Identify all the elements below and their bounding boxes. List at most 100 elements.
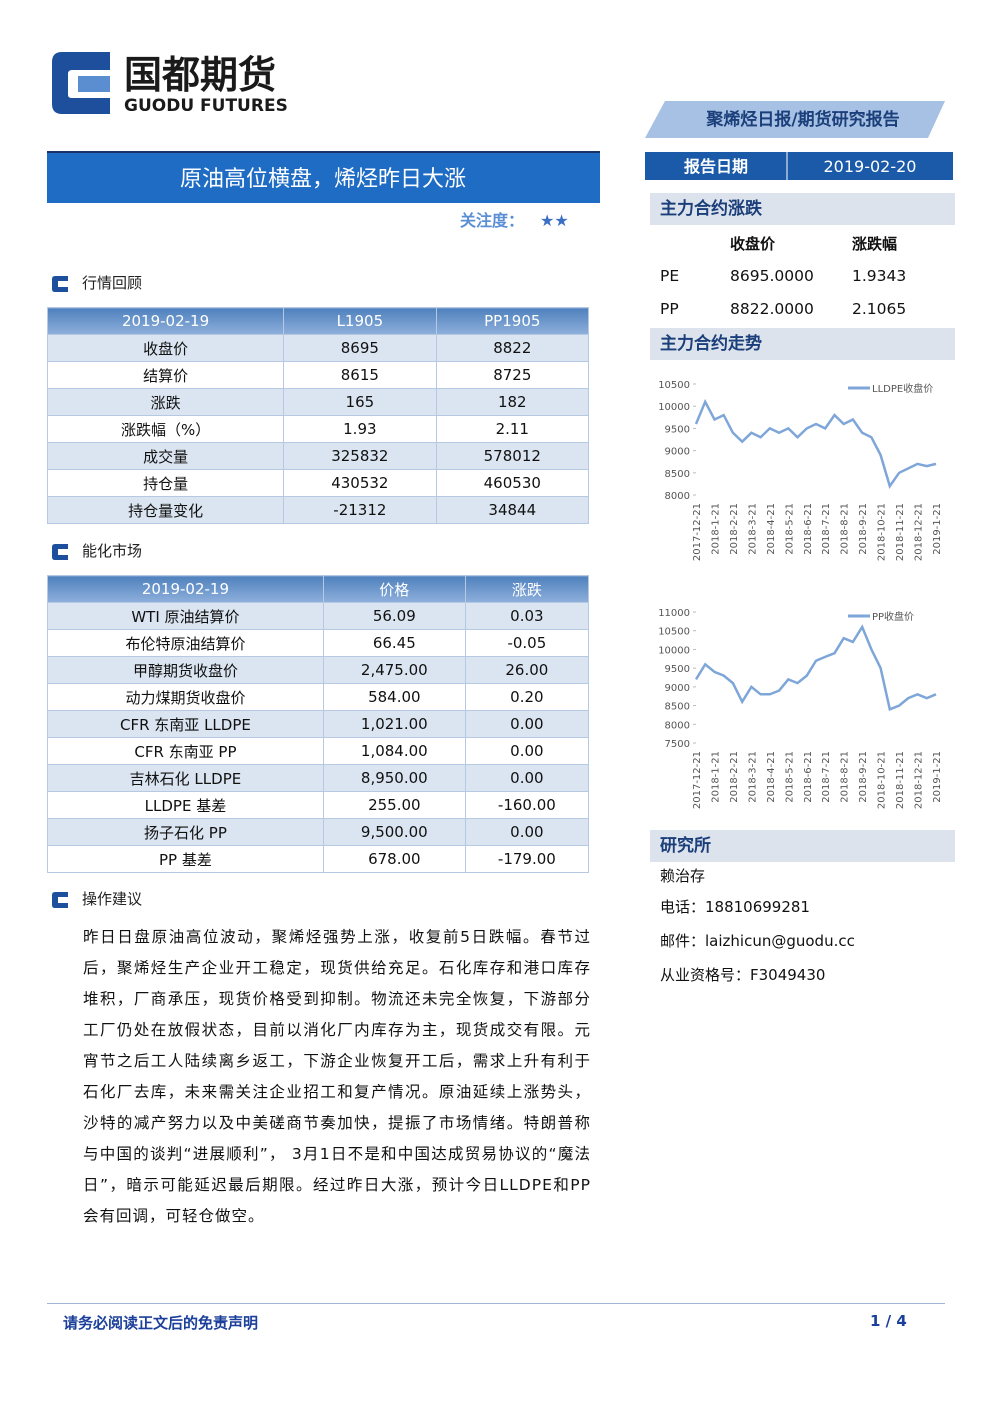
table-cell: 8,950.00: [322, 764, 466, 792]
table-cell: 9,500.00: [322, 818, 466, 846]
x-tick-label: 2018-6-21: [803, 503, 814, 555]
x-tick-label: 2019-1-21: [932, 503, 943, 555]
header-cell: 价格: [322, 575, 466, 603]
table-cell: 56.09: [322, 602, 466, 630]
y-tick-label: 11000: [658, 608, 690, 619]
chart: 7500 8000 8500 9000 9500 10000 10500 11000 2017-…: [658, 608, 943, 809]
table-row: 持仓量 430532 460530: [46, 469, 590, 497]
table-cell: PE: [660, 267, 680, 285]
y-tick-label: 9000: [665, 683, 690, 694]
x-tick-label: 2018-7-21: [821, 751, 832, 803]
x-tick-label: 2018-8-21: [840, 503, 851, 555]
y-tick-label: 10000: [658, 645, 690, 656]
table-cell: 8725: [435, 361, 590, 389]
table-cell: -179.00: [464, 845, 590, 873]
x-tick-label: 2017-12-21: [692, 751, 703, 809]
table-cell: 460530: [435, 469, 590, 497]
x-tick-label: 2018-10-21: [877, 751, 888, 809]
section-band: 研究所: [650, 830, 955, 862]
x-tick-label: 2017-12-21: [692, 503, 703, 561]
analyst-email: 邮件：laizhicun@guodu.cc: [660, 932, 855, 950]
report-type: 聚烯烃日报/期货研究报告: [705, 109, 899, 130]
table-row: 成交量 325832 578012: [46, 442, 590, 470]
table-cell: -0.05: [464, 629, 590, 657]
page-number: 1 / 4: [870, 1312, 907, 1330]
table-cell: 182: [435, 388, 590, 416]
table-cell: WTI 原油结算价: [47, 602, 324, 630]
y-tick-label: 10500: [658, 380, 690, 391]
table-cell: 66.45: [322, 629, 466, 657]
logo-cn: 国都期货: [124, 53, 276, 97]
section-title: 行情回顾: [82, 274, 143, 292]
table-cell: 8695.0000: [730, 267, 814, 285]
x-tick-label: 2018-11-21: [895, 503, 906, 561]
table-cell: 扬子石化 PP: [47, 818, 324, 846]
disclaimer: 请务必阅读正文后的免责声明: [63, 1314, 259, 1332]
line: [694, 624, 937, 712]
x-tick-label: 2018-3-21: [747, 503, 758, 555]
x-tick-label: 2018-2-21: [729, 751, 740, 803]
section-title: 操作建议: [82, 890, 143, 908]
column-header: 涨跌幅: [852, 235, 898, 253]
footer-rule: [47, 1303, 945, 1304]
table-cell: 0.03: [464, 602, 590, 630]
table-cell: 255.00: [322, 791, 466, 819]
table-cell: 8822: [435, 334, 590, 362]
table-cell: PP: [660, 300, 679, 318]
table-cell: 吉林石化 LLDPE: [47, 764, 324, 792]
x-tick-label: 2018-10-21: [877, 503, 888, 561]
table-cell: 8695: [283, 334, 437, 362]
title-rule: [47, 151, 600, 153]
x-tick-label: 2018-11-21: [895, 751, 906, 809]
table-cell: 0.20: [464, 683, 590, 711]
table-cell: 涨跌幅（%）: [46, 415, 285, 443]
y-tick-label: 7500: [665, 739, 690, 750]
table-cell: 34844: [435, 496, 590, 524]
report-title: 原油高位横盘，烯烃昨日大涨: [180, 167, 466, 192]
table-header-row: 2019-02-19 价格 涨跌: [47, 575, 590, 603]
header-cell: 涨跌: [464, 575, 590, 603]
x-tick-label: 2018-9-21: [858, 503, 869, 555]
logo-mark: [78, 76, 110, 92]
table-row: 布伦特原油结算价 66.45 -0.05: [47, 629, 590, 657]
table-cell: 578012: [435, 442, 590, 470]
x-tick-label: 2018-1-21: [710, 751, 721, 803]
table-row: 甲醇期货收盘价 2,475.00 26.00: [47, 656, 590, 684]
x-tick-label: 2018-7-21: [821, 503, 832, 555]
x-tick-label: 2018-5-21: [784, 751, 795, 803]
date-label: 报告日期: [684, 157, 748, 176]
analyst-license: 从业资格号：F3049430: [660, 966, 826, 984]
table-header-row: 2019-02-19 L1905 PP1905: [46, 307, 590, 335]
header-cell: 2019-02-19: [47, 575, 324, 603]
table-row: 涨跌 165 182: [46, 388, 590, 416]
table-cell: 甲醇期货收盘价: [47, 656, 324, 684]
section-icon: [52, 275, 68, 292]
table-cell: 结算价: [46, 361, 285, 389]
market-review-table: 2019-02-19 L1905 PP1905 收盘价 8695 8822 结算价 8615 8…: [46, 307, 590, 524]
table-cell: 2.1065: [852, 300, 907, 318]
table-cell: 成交量: [46, 442, 285, 470]
advice-text: 昨日日盘原油高位波动，聚烯烃强势上涨，收复前5日跌幅。春节过后，聚烯烃生产企业开…: [83, 928, 591, 1225]
table-row: 持仓量变化 -21312 34844: [46, 496, 590, 524]
table-cell: -21312: [283, 496, 437, 524]
header-graphics: 国都期货 GUODU FUTURES 聚烯烃日报/期货研究报告 原油高位横盘，烯…: [47, 52, 953, 230]
report-date: 2019-02-20: [824, 157, 917, 176]
section-energy: 能化市场: [50, 540, 142, 562]
table-cell: PP 基差: [47, 845, 324, 873]
analyst-phone: 电话：18810699281: [660, 898, 810, 916]
x-tick-label: 2018-4-21: [766, 503, 777, 555]
table-cell: 584.00: [322, 683, 466, 711]
table-cell: 430532: [283, 469, 437, 497]
table-row: 涨跌幅（%） 1.93 2.11: [46, 415, 590, 443]
x-tick-label: 2018-5-21: [784, 503, 795, 555]
x-tick-label: 2018-12-21: [914, 751, 925, 809]
table-cell: 1,084.00: [322, 737, 466, 765]
table-cell: 0.00: [464, 737, 590, 765]
header-cell: PP1905: [435, 307, 590, 335]
x-tick-label: 2018-12-21: [914, 503, 925, 561]
table-cell: 0.00: [464, 764, 590, 792]
table-cell: 165: [283, 388, 437, 416]
table-row: PP 基差 678.00 -179.00: [47, 845, 590, 873]
table-row: 扬子石化 PP 9,500.00 0.00: [47, 818, 590, 846]
